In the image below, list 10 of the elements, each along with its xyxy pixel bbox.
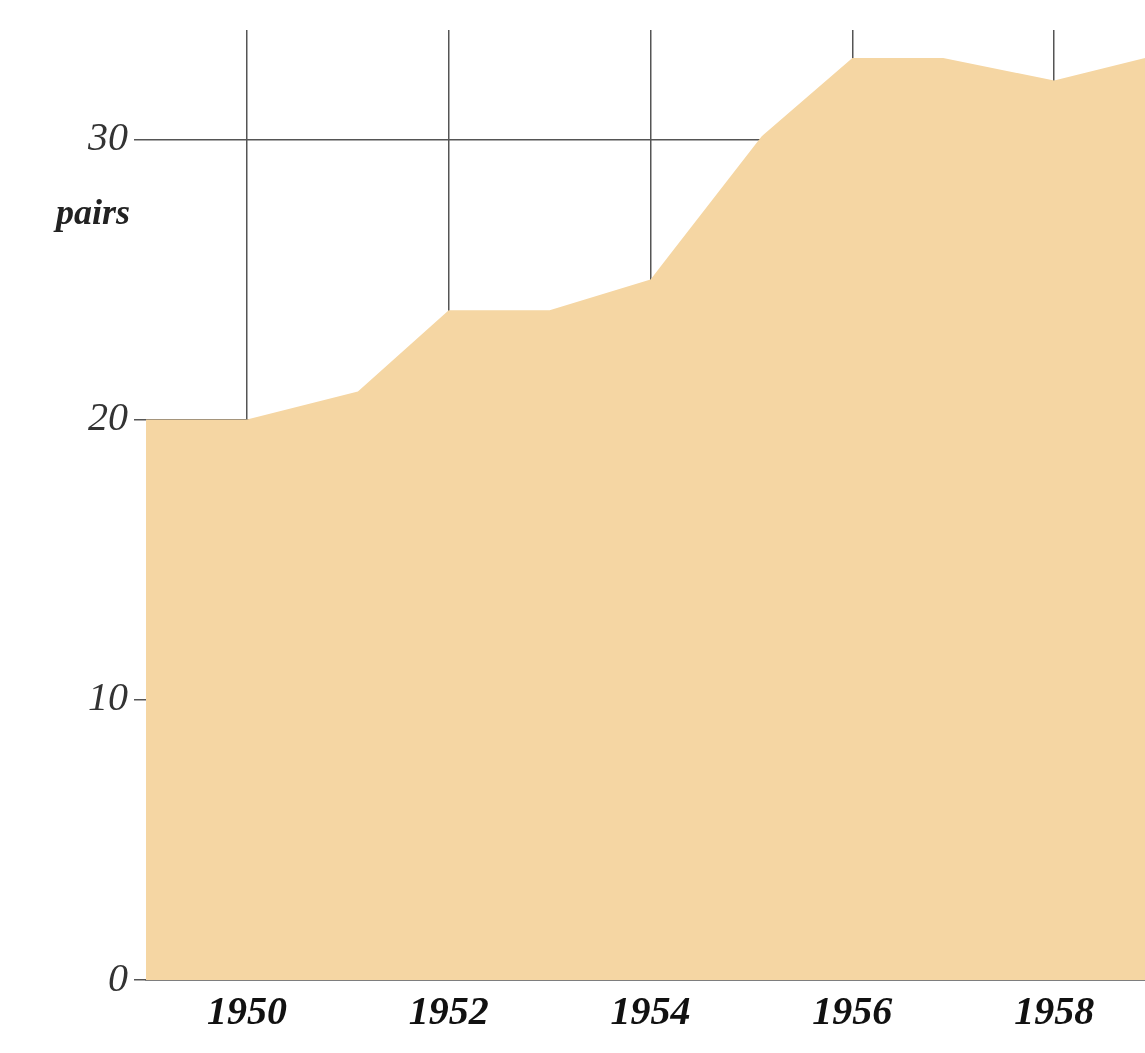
y-tick-label: 20 bbox=[88, 394, 128, 440]
y-tick-label: 0 bbox=[108, 954, 128, 1000]
x-tick-label: 1950 bbox=[206, 988, 287, 1034]
x-tick-label: 1958 bbox=[1014, 988, 1095, 1034]
x-tick-label: 1952 bbox=[408, 988, 489, 1034]
x-tick-label: 1954 bbox=[610, 988, 691, 1034]
x-tick-label: 1956 bbox=[812, 988, 893, 1034]
y-tick-label: 30 bbox=[87, 113, 128, 159]
y-axis-title: pairs bbox=[52, 191, 130, 232]
y-tick-label: 10 bbox=[88, 674, 128, 720]
